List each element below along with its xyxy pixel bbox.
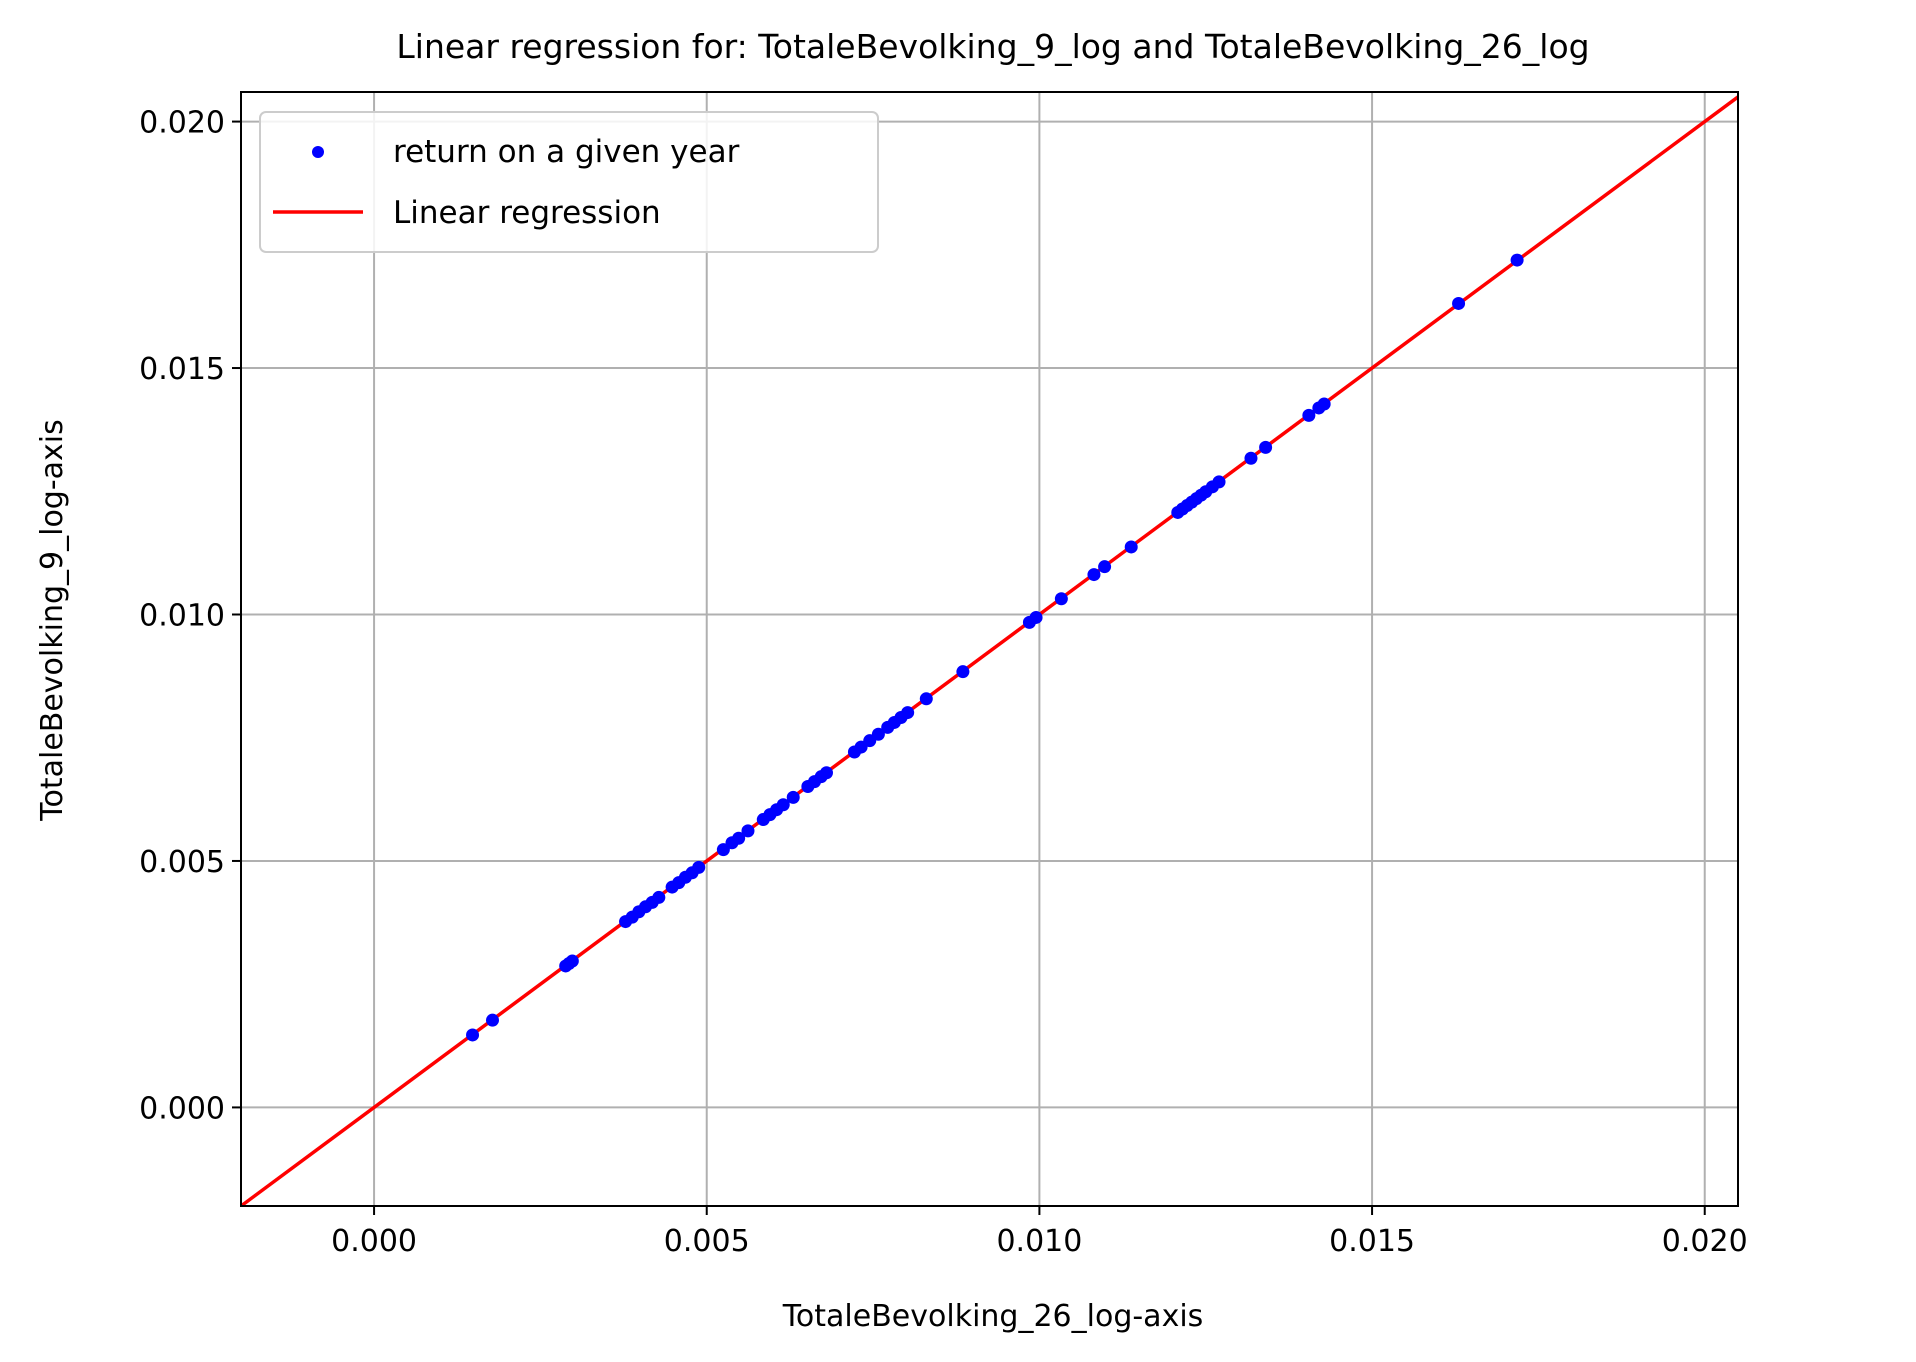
y-tick-label: 0.015 xyxy=(139,352,225,387)
scatter-point xyxy=(786,790,800,804)
x-tick-label: 0.020 xyxy=(1662,1224,1748,1259)
scatter-point xyxy=(1212,475,1226,489)
scatter-point xyxy=(1098,560,1112,574)
legend-label-scatter: return on a given year xyxy=(393,134,740,170)
legend-label-line: Linear regression xyxy=(393,195,661,231)
scatter-point xyxy=(741,824,755,838)
x-tick-label: 0.005 xyxy=(664,1224,750,1259)
scatter-point xyxy=(732,831,746,845)
y-tick-label: 0.005 xyxy=(139,845,225,880)
scatter-point xyxy=(1452,296,1466,310)
legend: return on a given year Linear regression xyxy=(259,111,879,253)
scatter-point xyxy=(652,890,666,904)
scatter-point xyxy=(1244,451,1258,465)
legend-marker-scatter xyxy=(312,146,324,158)
scatter-point xyxy=(716,843,730,857)
scatter-point xyxy=(1029,610,1043,624)
scatter-point xyxy=(1124,540,1138,554)
plot-frame xyxy=(240,91,1739,1207)
chart-title: Linear regression for: TotaleBevolking_9… xyxy=(396,27,1589,66)
scatter-point xyxy=(1317,397,1331,411)
scatter-point xyxy=(1302,408,1316,422)
scatter-point xyxy=(466,1028,480,1042)
scatter-point xyxy=(919,692,933,706)
y-tick-label: 0.020 xyxy=(139,106,225,141)
legend-box xyxy=(259,111,879,253)
scatter-point xyxy=(485,1013,499,1027)
scatter-point xyxy=(1087,568,1101,582)
scatter-point xyxy=(776,798,790,812)
y-tick-label: 0.010 xyxy=(139,598,225,633)
scatter-point xyxy=(692,860,706,874)
axis-ticks: 0.000 0.005 0.010 0.015 0.020 0.000 0.005 0.010… xyxy=(139,106,1748,1259)
scatter-point xyxy=(871,727,885,741)
scatter-point xyxy=(1510,253,1524,267)
scatter-point xyxy=(901,706,915,720)
scatter-point xyxy=(1259,440,1273,454)
x-tick-label: 0.000 xyxy=(331,1224,417,1259)
scatter-point xyxy=(956,665,970,679)
scatter-point xyxy=(1054,592,1068,606)
x-axis-label: TotaleBevolking_26_log-axis xyxy=(782,1299,1204,1334)
grid-lines xyxy=(241,92,1738,1206)
y-axis-label: TotaleBevolking_9_log-axis xyxy=(35,419,70,822)
x-tick-label: 0.010 xyxy=(996,1224,1082,1259)
scatter-points-layer xyxy=(466,253,1524,1042)
scatter-point xyxy=(819,766,833,780)
scatter-point xyxy=(565,954,579,968)
y-tick-label: 0.000 xyxy=(139,1091,225,1126)
x-tick-label: 0.015 xyxy=(1329,1224,1415,1259)
